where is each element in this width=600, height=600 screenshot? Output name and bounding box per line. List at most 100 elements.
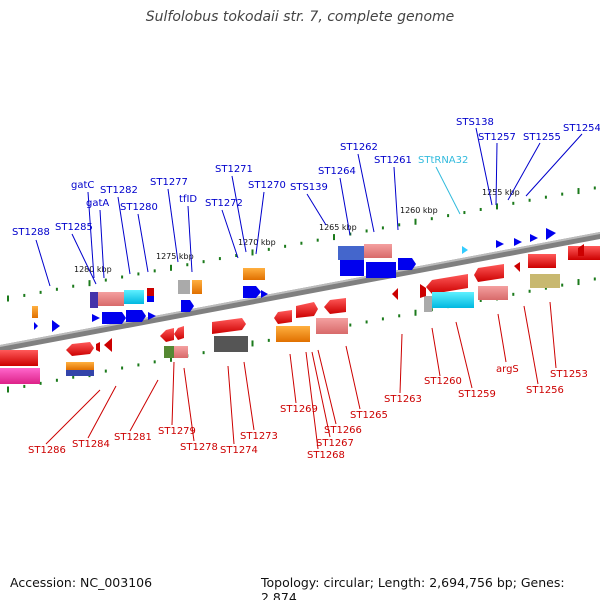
gene-block[interactable] bbox=[66, 370, 94, 376]
gene-block[interactable] bbox=[340, 260, 364, 276]
gene-label[interactable]: ST1284 bbox=[72, 439, 110, 450]
gene-arrow[interactable] bbox=[243, 286, 261, 298]
gene-label[interactable]: ST1273 bbox=[240, 431, 278, 442]
gene-label[interactable]: tfID bbox=[179, 194, 197, 205]
gene-label[interactable]: ST1254 bbox=[563, 123, 600, 134]
gene-label[interactable]: ST1271 bbox=[215, 164, 253, 175]
gene-block[interactable] bbox=[174, 346, 188, 358]
gene-label[interactable]: argS bbox=[496, 364, 519, 375]
gene-label[interactable]: ST1277 bbox=[150, 177, 188, 188]
gene-arrow[interactable] bbox=[514, 262, 520, 272]
gene-label[interactable]: ST1256 bbox=[526, 385, 564, 396]
gene-arrow[interactable] bbox=[126, 310, 146, 322]
gene-label[interactable]: STS138 bbox=[456, 117, 494, 128]
gene-block[interactable] bbox=[432, 292, 474, 308]
gene-arrow[interactable] bbox=[426, 274, 468, 294]
label-leader-line bbox=[549, 301, 557, 369]
gene-block[interactable] bbox=[528, 254, 556, 268]
gene-label[interactable]: STtRNA32 bbox=[418, 155, 468, 166]
label-leader-line bbox=[171, 361, 175, 426]
gene-block[interactable] bbox=[66, 362, 94, 370]
gene-label[interactable]: ST1285 bbox=[55, 222, 93, 233]
gene-arrow[interactable] bbox=[160, 328, 174, 342]
gene-label[interactable]: ST1262 bbox=[340, 142, 378, 153]
gene-block[interactable] bbox=[98, 292, 124, 306]
gene-label[interactable]: ST1264 bbox=[318, 166, 356, 177]
gene-block[interactable] bbox=[0, 368, 40, 384]
gene-arrow[interactable] bbox=[392, 288, 398, 300]
gene-arrow[interactable] bbox=[52, 320, 60, 332]
gene-arrow[interactable] bbox=[181, 300, 194, 312]
gene-block[interactable] bbox=[164, 346, 174, 358]
gene-arrow[interactable] bbox=[261, 290, 268, 298]
gene-block[interactable] bbox=[147, 296, 154, 302]
gene-block[interactable] bbox=[178, 280, 190, 294]
gene-label[interactable]: ST1259 bbox=[458, 389, 496, 400]
gene-arrow[interactable] bbox=[274, 310, 292, 324]
gene-label[interactable]: ST1263 bbox=[384, 394, 422, 405]
gene-arrow[interactable] bbox=[420, 284, 426, 298]
gene-arrow[interactable] bbox=[546, 228, 556, 240]
gene-arrow[interactable] bbox=[530, 234, 538, 242]
gene-label[interactable]: ST1270 bbox=[248, 180, 286, 191]
gene-block[interactable] bbox=[32, 306, 38, 318]
gene-block[interactable] bbox=[478, 286, 508, 300]
label-leader-line bbox=[167, 188, 179, 263]
label-leader-line bbox=[339, 177, 351, 236]
gene-arrow[interactable] bbox=[148, 312, 156, 320]
gene-label[interactable]: ST1288 bbox=[12, 227, 50, 238]
gene-arrow[interactable] bbox=[104, 338, 112, 352]
gene-arrow[interactable] bbox=[212, 318, 246, 334]
gene-label[interactable]: ST1253 bbox=[550, 369, 588, 380]
gene-label[interactable]: ST1257 bbox=[478, 132, 516, 143]
gene-label[interactable]: gatA bbox=[86, 198, 109, 209]
gene-block[interactable] bbox=[424, 296, 432, 312]
gene-label[interactable]: gatC bbox=[71, 180, 94, 191]
gene-label[interactable]: ST1286 bbox=[28, 445, 66, 456]
gene-label[interactable]: ST1269 bbox=[280, 404, 318, 415]
gene-block[interactable] bbox=[364, 244, 392, 258]
scale-tick-label: 1275 kbp bbox=[156, 252, 194, 261]
trna-arrow[interactable] bbox=[462, 246, 468, 254]
gene-block[interactable] bbox=[147, 288, 154, 296]
gene-label[interactable]: ST1255 bbox=[523, 132, 561, 143]
gene-label[interactable]: ST1266 bbox=[324, 425, 362, 436]
gene-arrow[interactable] bbox=[102, 312, 126, 324]
gene-label[interactable]: ST1265 bbox=[350, 410, 388, 421]
gene-label[interactable]: ST1280 bbox=[120, 202, 158, 213]
gene-arrow[interactable] bbox=[496, 240, 504, 248]
gene-arrow[interactable] bbox=[578, 244, 584, 256]
gene-arrow[interactable] bbox=[324, 298, 346, 314]
gene-arrow[interactable] bbox=[514, 238, 522, 246]
gene-label[interactable]: ST1260 bbox=[424, 376, 462, 387]
gene-label[interactable]: ST1281 bbox=[114, 432, 152, 443]
gene-label[interactable]: ST1272 bbox=[205, 198, 243, 209]
gene-block[interactable] bbox=[0, 350, 38, 366]
gene-label[interactable]: STS139 bbox=[290, 182, 328, 193]
gene-block[interactable] bbox=[316, 318, 348, 334]
gene-block[interactable] bbox=[243, 268, 265, 280]
gene-label[interactable]: ST1261 bbox=[374, 155, 412, 166]
gene-block[interactable] bbox=[124, 290, 144, 304]
gene-label[interactable]: ST1268 bbox=[307, 450, 345, 461]
gene-label[interactable]: ST1282 bbox=[100, 185, 138, 196]
gene-block[interactable] bbox=[90, 292, 98, 308]
gene-label[interactable]: ST1267 bbox=[316, 438, 354, 449]
gene-block[interactable] bbox=[366, 262, 396, 278]
gene-arrow[interactable] bbox=[96, 342, 100, 352]
gene-arrow[interactable] bbox=[174, 326, 184, 340]
gene-block[interactable] bbox=[530, 274, 560, 288]
gene-arrow[interactable] bbox=[474, 264, 504, 282]
gene-label[interactable]: ST1274 bbox=[220, 445, 258, 456]
gene-block[interactable] bbox=[214, 336, 248, 352]
gene-block[interactable] bbox=[192, 280, 202, 294]
gene-label[interactable]: ST1278 bbox=[180, 442, 218, 453]
gene-arrow[interactable] bbox=[66, 342, 94, 356]
gene-label[interactable]: ST1279 bbox=[158, 426, 196, 437]
gene-arrow[interactable] bbox=[296, 302, 318, 318]
gene-block[interactable] bbox=[338, 246, 364, 260]
gene-arrow[interactable] bbox=[34, 322, 38, 330]
gene-block[interactable] bbox=[276, 326, 310, 342]
gene-arrow[interactable] bbox=[92, 314, 100, 322]
gene-arrow[interactable] bbox=[398, 258, 416, 270]
